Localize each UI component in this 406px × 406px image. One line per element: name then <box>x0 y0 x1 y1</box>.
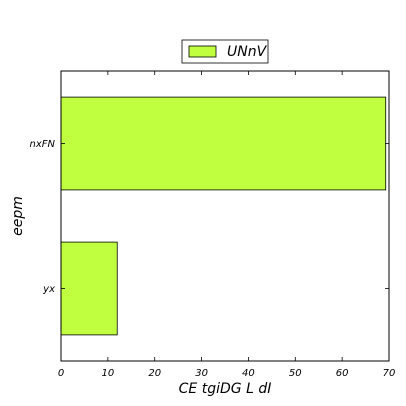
y-tick-label: yx <box>42 284 55 295</box>
bar-yx <box>60 241 118 336</box>
x-tick-label: 10 <box>101 368 114 379</box>
legend-label: UNnV <box>227 44 268 60</box>
legend-swatch <box>188 45 217 58</box>
x-tick-label: 70 <box>383 368 396 379</box>
x-tick-label: 40 <box>242 368 255 379</box>
x-tick-label: 20 <box>148 368 161 379</box>
y-tick-label: nxFN <box>30 139 56 150</box>
x-tick-label: 50 <box>289 368 302 379</box>
x-tick-label: 0 <box>58 368 64 379</box>
legend: UNnV <box>181 39 269 64</box>
y-axis-label: eepm <box>10 196 26 236</box>
y-axis: nxFN yx <box>30 139 389 295</box>
x-tick-label: 30 <box>195 368 208 379</box>
x-axis: 0 10 20 30 40 50 60 70 <box>58 71 396 379</box>
bar-nxFN <box>60 96 387 191</box>
bars <box>60 96 387 336</box>
plot-frame <box>60 70 390 362</box>
x-axis-label: CE tgiDG L dI <box>179 381 272 397</box>
x-tick-label: 60 <box>336 368 349 379</box>
